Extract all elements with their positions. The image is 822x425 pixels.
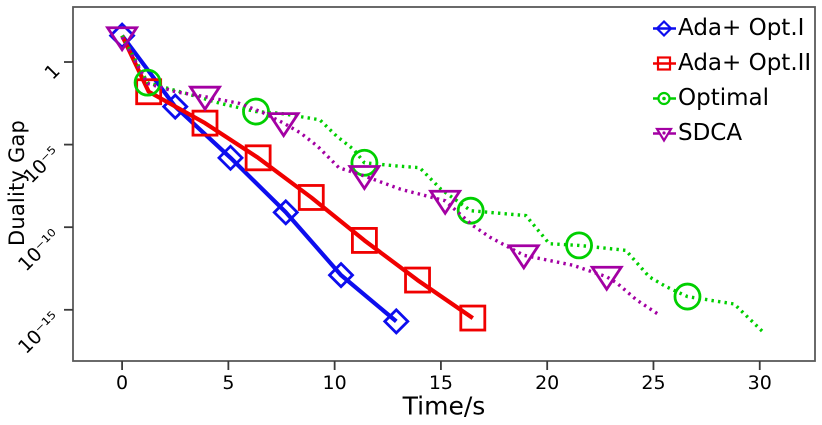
plot-border [72,6,816,362]
legend: Ada+ Opt.I Ada+ Opt.II Optimal SDCA [652,11,811,151]
series-marker-triangle [266,112,301,139]
series-marker-square [244,144,272,172]
legend-label: Ada+ Opt.II [678,50,812,76]
series-marker-diamond [382,307,410,335]
legend-item-optimal: Optimal [652,81,811,116]
y-tick-label: 1 [40,60,64,84]
series-marker-diamond [272,198,300,226]
series-marker-triangle [187,85,223,112]
legend-marker-circle-icon [653,91,676,106]
series-marker-triangle [347,165,382,192]
legend-label: SDCA [678,120,743,146]
legend-glyph [656,56,672,71]
series-marker-circle [350,148,379,177]
legend-item-sdca: SDCA [652,116,811,151]
legend-glyph [655,19,673,38]
series-marker-square [135,78,163,106]
legend-marker-triangle-down-icon [653,127,676,143]
series-marker-square [351,227,378,254]
series-marker-diamond [108,22,136,50]
x-axis-title: Time/s [402,391,486,421]
legend-glyph-dot [662,96,666,101]
x-tick-label: 25 [641,372,665,394]
series-line-ada-opt-i [120,34,398,324]
series-marker-circle [242,97,270,126]
series-line-sdca [120,36,659,316]
legend-glyph-dot [662,131,666,135]
series-marker-circle [456,196,485,225]
series-marker-square [459,304,487,332]
legend-glyph [655,127,673,143]
series-marker-diamond [327,261,355,289]
series-marker-triangle [589,265,624,292]
legend-item-ada-opt-ii: Ada+ Opt.II [652,46,811,81]
legend-marker-square-icon [653,56,676,71]
series-marker-square [404,266,431,294]
series-marker-triangle [428,189,463,216]
series-ada-opt-i [108,22,410,335]
series-marker-diamond [217,144,244,172]
series-ada-opt-ii [120,34,487,332]
x-tick-label: 5 [222,372,234,394]
series-sdca [104,26,659,316]
series-marker-triangle [506,244,541,271]
series-marker-circle [133,68,162,97]
x-tick-label: 15 [429,372,453,394]
legend-label: Optimal [678,85,770,111]
series-marker-square [297,184,325,211]
y-axis-title: Duality Gap [5,119,29,247]
series-optimal [120,34,766,335]
x-tick-label: 10 [323,372,347,394]
x-tick-label: 0 [116,372,128,394]
series-line-ada-opt-ii [120,34,474,320]
legend-item-ada-opt-i: Ada+ Opt.I [652,11,811,46]
x-tick-label: 20 [535,372,559,394]
series-marker-circle [673,282,702,311]
x-tick-label: 30 [748,372,772,394]
legend-label: Ada+ Opt.I [678,15,805,41]
y-tick-label: 10⁻¹⁵ [14,308,65,359]
series-marker-triangle [104,26,140,53]
series-marker-circle [565,231,593,260]
legend-marker-diamond-icon [653,19,676,38]
